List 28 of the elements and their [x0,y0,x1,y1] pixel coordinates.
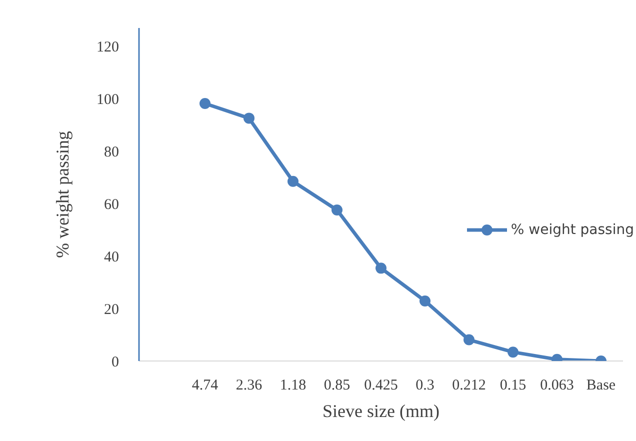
x-tick-label: 0.3 [416,378,434,394]
point [464,334,474,346]
x-axis-title: Sieve size (mm) [322,401,440,421]
x-tick-label: 4.74 [192,378,219,394]
point [244,112,254,124]
y-tick-label: 20 [104,302,119,318]
y-tick-label: 0 [112,354,119,370]
x-tick-label: 0.85 [324,378,350,394]
y-tick-label: 80 [104,144,119,161]
point [200,98,210,110]
x-tick-label: 0.15 [500,378,526,394]
x-tick-label: 1.18 [280,378,306,394]
y-tick-label: 120 [96,40,119,56]
point [508,346,518,358]
point [420,295,430,306]
x-tick-label: 0.063 [540,378,574,394]
x-tick-label: 0.425 [364,378,398,394]
legend-label: % weight passing [510,222,634,238]
point [376,262,386,274]
x-tick-label: Base [586,378,616,394]
y-tick-label: 100 [96,92,119,108]
point [288,176,298,187]
y-axis-title: % weight passing [52,131,72,258]
y-tick-label: 60 [104,197,119,213]
x-tick-label: 0.212 [452,378,486,394]
point [332,204,342,216]
x-tick-label: 2.36 [236,378,263,394]
y-tick-label: 40 [104,249,119,266]
